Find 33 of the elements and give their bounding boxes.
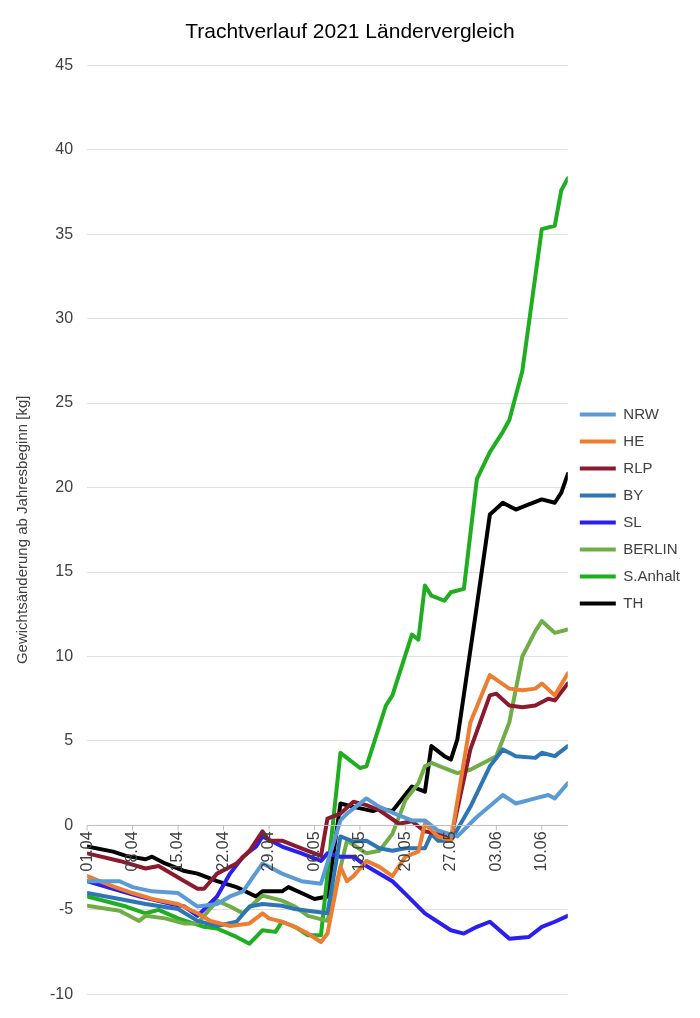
y-tick-label: -5 (58, 900, 74, 918)
legend-label: TH (623, 593, 644, 611)
y-tick-label: -10 (50, 984, 74, 1002)
chart-title: Trachtverlauf 2021 Ländervergleich (185, 19, 515, 43)
x-tick-label: 22.04 (213, 831, 231, 872)
legend-label: RLP (623, 458, 653, 476)
y-tick-label: 45 (55, 55, 74, 73)
y-tick-label: 35 (55, 224, 74, 242)
x-tick-label: 03.06 (486, 831, 504, 872)
y-tick-label: 25 (55, 393, 74, 411)
x-tick-label: 27.05 (441, 831, 459, 872)
legend-label: HE (623, 431, 645, 449)
x-tick-label: 15.04 (168, 831, 186, 872)
x-tick-label: 20.05 (395, 831, 413, 872)
y-tick-label: 40 (55, 140, 74, 158)
x-tick-label: 08.04 (123, 831, 140, 872)
y-tick-label: 5 (64, 731, 74, 749)
y-tick-label: 20 (55, 477, 74, 495)
x-tick-label: 29.04 (259, 831, 277, 872)
x-tick-label: 10.06 (532, 831, 550, 872)
legend-label: S.Anhalt (623, 566, 681, 584)
y-tick-label: 15 (55, 562, 74, 580)
y-tick-label: 30 (55, 309, 74, 327)
y-tick-label: 0 (64, 815, 74, 833)
x-tick-label: 13.05 (350, 831, 368, 872)
legend-label: SL (623, 512, 642, 530)
legend-label: BY (623, 485, 644, 503)
x-tick-label: 01.04 (77, 831, 95, 872)
legend-label: NRW (623, 404, 660, 422)
legend-label: BERLIN (623, 539, 678, 557)
y-tick-label: 10 (55, 646, 74, 664)
y-axis-title: Gewichtsänderung ab Jahresbeginn [kg] (13, 395, 31, 665)
x-tick-label: 06.05 (304, 831, 322, 872)
